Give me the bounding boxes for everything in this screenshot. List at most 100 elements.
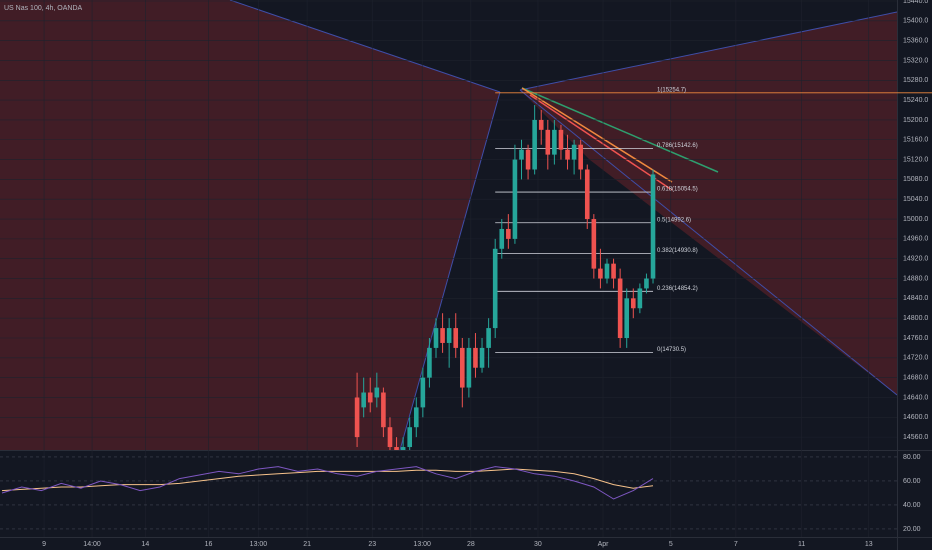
candle-body [604,263,610,279]
candle-body [630,298,636,309]
y-tick-label: 14560.0 [903,434,928,441]
y-tick-label: 14960.0 [903,236,928,243]
candle-body [545,129,551,155]
candle-body [525,149,531,170]
rsi-tick-label: 40.00 [903,502,921,509]
y-tick-label: 14840.0 [903,295,928,302]
fib-label: 1(15254.7) [657,87,686,93]
candle-body [381,392,386,428]
candle-body [624,298,630,338]
pattern-line [229,0,501,93]
candle-body [552,129,557,155]
chart-title: US Nas 100, 4h, OANDA [4,5,83,12]
candle-body [512,159,518,239]
y-tick-label: 14640.0 [903,394,928,401]
candle-body [538,119,544,130]
trend-line [521,87,719,173]
candle-body [492,248,498,329]
candle-body [486,328,491,348]
fib-label: 0.786(15142.6) [657,143,698,149]
x-tick-label: 13:00 [250,541,268,548]
x-tick-label: 7 [734,541,738,548]
candle-body [446,328,452,343]
candle-body [578,144,583,170]
candle-body [644,278,649,289]
x-tick-label: 21 [303,541,311,548]
x-tick-label: 13 [865,541,873,548]
y-tick-label: 14760.0 [903,335,928,342]
x-tick-label: 13:00 [413,541,431,548]
candle-body [479,347,485,368]
candle-body [617,278,623,338]
x-tick-label: 11 [798,541,805,548]
y-tick-label: 15120.0 [903,156,928,163]
fib-label: 0.618(15054.5) [657,187,698,193]
candle-body [354,397,360,438]
x-tick-label: 14:00 [83,541,101,548]
y-tick-label: 15360.0 [903,37,928,44]
fib-label: 0.382(14930.8) [657,248,698,254]
fib-label: 0(14730.5) [657,347,686,353]
rsi-tick-label: 60.00 [903,478,921,485]
y-tick-label: 15280.0 [903,77,928,84]
rsi-line [1,466,654,500]
candle-body [427,347,432,378]
candle-body [506,228,511,239]
candle-body [519,149,524,160]
candle-body [473,347,478,368]
trend-line [529,94,673,191]
candle-body [453,328,459,348]
y-tick-label: 15240.0 [903,97,928,104]
y-tick-label: 15400.0 [903,18,928,25]
x-tick-label: 14 [141,541,149,548]
y-tick-label: 14880.0 [903,275,928,282]
y-tick-label: 15200.0 [903,117,928,124]
pattern-line [399,91,501,451]
y-tick-label: 14600.0 [903,414,928,421]
candle-body [387,427,393,448]
x-tick-label: 30 [534,541,542,548]
candle-body [374,387,380,398]
y-tick-label: 15000.0 [903,216,928,223]
candle-body [420,377,426,408]
fib-label: 0.236(14854.2) [657,286,698,292]
candles [354,105,656,450]
x-tick-label: 28 [467,541,475,548]
candle-body [637,288,643,309]
shaded-region [0,0,500,450]
candle-body [361,392,366,408]
candle-body [650,174,656,279]
rsi-tick-label: 20.00 [903,526,921,533]
candle-body [598,268,603,279]
candle-body [367,392,373,403]
candle-body [532,119,537,170]
candle-body [407,427,413,448]
candle-body [400,447,406,450]
y-tick-label: 14720.0 [903,355,928,362]
y-tick-label: 14920.0 [903,256,928,263]
pattern-line [519,89,898,396]
candle-body [499,228,505,249]
candle-body [584,169,590,220]
y-tick-label: 15440.0 [903,0,928,5]
y-tick-label: 15320.0 [903,57,928,64]
y-tick-label: 15080.0 [903,176,928,183]
y-tick-label: 14800.0 [903,315,928,322]
x-tick-label: 9 [42,541,46,548]
candle-body [558,129,564,150]
trend-line [521,87,673,183]
fib-label: 0.5(14992.6) [657,217,691,223]
shaded-region [520,0,897,395]
candle-body [433,328,439,348]
pattern-line [519,11,898,91]
candle-body [466,347,472,388]
candle-body [394,447,399,450]
candle-body [565,149,570,160]
y-tick-label: 15040.0 [903,196,928,203]
x-tick-label: 16 [205,541,213,548]
x-tick-label: 23 [368,541,376,548]
candle-body [440,328,445,343]
candle-body [571,144,577,160]
x-tick-label: 5 [669,541,673,548]
